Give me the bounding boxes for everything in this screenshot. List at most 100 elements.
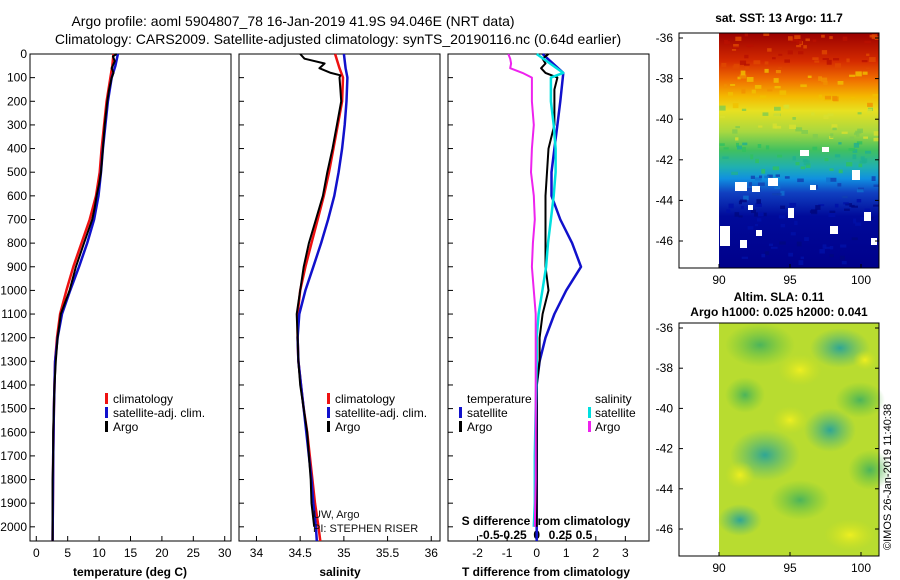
difference-series: [507, 52, 583, 541]
sla-map: [678, 322, 892, 557]
sst-gap: [810, 185, 816, 190]
sla-patch: [853, 350, 877, 370]
legend-label-temp-satellite: satellite: [467, 406, 508, 420]
legend-swatch-sal-argo: [588, 421, 591, 432]
sst-speckle: [803, 45, 807, 49]
sst-speckle: [757, 218, 762, 222]
x-tick-label: 10: [92, 546, 106, 560]
sst-speckle: [750, 175, 755, 179]
depth-tick-label: 1200: [0, 331, 27, 345]
lat-tick-label: -38: [656, 361, 674, 375]
sst-speckle: [744, 63, 750, 66]
s-tick-label: 0.25: [549, 528, 573, 542]
sst-speckle: [830, 133, 834, 138]
temperature-panel-frame: [29, 53, 232, 542]
sst-speckle: [784, 104, 790, 110]
x-tick-label: 35: [337, 546, 351, 560]
s-tick-label: -0.25: [499, 528, 527, 542]
series-line-temperature-satellite: [535, 53, 583, 541]
lon-tick-label: 100: [851, 273, 871, 287]
sst-speckle: [792, 156, 796, 161]
sst-speckle: [829, 168, 834, 171]
sst-speckle: [742, 147, 746, 152]
sst-speckle: [869, 34, 875, 38]
sst-speckle: [739, 74, 747, 79]
sst-speckle: [762, 112, 769, 116]
sst-speckle: [764, 251, 768, 255]
sst-speckle: [751, 89, 756, 94]
sst-speckle: [797, 178, 804, 183]
sst-speckle: [812, 146, 818, 151]
sla-patch: [725, 323, 795, 367]
sst-speckle: [761, 168, 766, 174]
sst-speckle: [832, 127, 837, 131]
sst-speckle: [774, 86, 781, 89]
sst-speckle: [784, 59, 790, 63]
sst-speckle: [849, 204, 855, 207]
sst-gap: [830, 226, 838, 234]
lon-tick-label: 95: [783, 273, 797, 287]
sst-speckle: [822, 244, 827, 249]
sla-patch: [725, 377, 765, 413]
sst-speckle: [723, 84, 727, 88]
legend-swatch-climatology: [105, 393, 108, 404]
sst-speckle: [780, 205, 786, 209]
x-tick-label: 35.5: [376, 546, 400, 560]
sst-speckle: [780, 224, 786, 228]
sst-speckle: [846, 162, 853, 167]
sst-speckle: [853, 218, 857, 224]
sla-anomaly-patches: [718, 323, 892, 551]
series-line-satellite-adj-clim-: [51, 53, 120, 542]
sst-speckle: [732, 46, 739, 49]
sst-speckle: [747, 226, 754, 230]
sst-speckle: [779, 241, 786, 245]
sst-speckle: [840, 244, 847, 248]
x-tick-label: 30: [218, 546, 232, 560]
depth-tick-label: 2000: [0, 520, 27, 534]
sst-speckle: [722, 156, 729, 159]
lon-tick-label: 90: [712, 273, 726, 287]
sst-speckle: [733, 44, 739, 48]
sst-speckle: [848, 148, 856, 151]
legend-title-temperature: temperature: [467, 392, 532, 406]
sst-speckle: [741, 256, 748, 259]
sst-speckle: [866, 53, 870, 56]
sst-speckle: [824, 246, 831, 249]
lat-tick-label: -40: [656, 112, 674, 126]
depth-tick-label: 1400: [0, 378, 27, 392]
s-tick-label: -0.5: [479, 528, 500, 542]
sst-speckle: [832, 95, 837, 101]
sst-speckle: [800, 84, 807, 88]
sst-speckle: [744, 33, 748, 37]
sst-speckle: [720, 115, 725, 119]
sst-speckle: [754, 212, 758, 217]
sst-speckle: [812, 39, 817, 43]
depth-tick-label: 1800: [0, 473, 27, 487]
temperature-x-axis: 0 5 10 15 20 25 30: [33, 536, 232, 560]
sla-map-frame: [678, 322, 880, 557]
sst-speckle: [841, 261, 847, 265]
sst-speckle: [730, 84, 736, 86]
sst-gap: [788, 208, 794, 218]
sst-speckle: [755, 203, 762, 207]
sst-speckle: [754, 177, 762, 181]
temperature-x-label: temperature (deg C): [73, 565, 187, 579]
sst-speckle: [773, 78, 779, 83]
legend-swatch-satellite: [105, 407, 108, 418]
sst-speckle: [778, 53, 783, 56]
sst-speckle: [726, 209, 731, 213]
sst-gap: [871, 238, 877, 245]
depth-tick-label: 0: [20, 47, 27, 61]
sst-speckle: [754, 85, 762, 89]
sst-speckle: [796, 241, 802, 247]
sst-speckle: [811, 112, 815, 116]
sst-speckle: [761, 253, 766, 258]
salinity-x-label: salinity: [319, 565, 361, 579]
sst-speckle: [738, 215, 743, 218]
sst-speckle: [777, 154, 783, 158]
sst-gap: [740, 240, 747, 248]
depth-tick-label: 400: [7, 142, 27, 156]
x-tick-label: 2: [592, 546, 599, 560]
difference-x-label: T difference from climatology: [462, 565, 630, 579]
